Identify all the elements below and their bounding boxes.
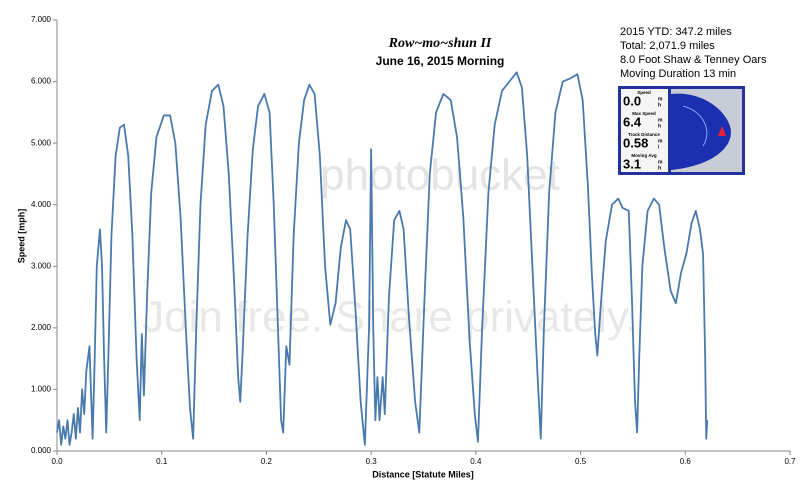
stats-line: 2015 YTD: 347.2 miles [620, 26, 732, 38]
inset-value: 0.0 [623, 93, 641, 108]
inset-value: 0.58 [623, 135, 648, 150]
watermark: photobucket [320, 151, 560, 200]
y-tick-label: 1.000 [31, 385, 52, 394]
inset-label: Track Distance [628, 132, 660, 137]
inset-unit: i [658, 144, 660, 150]
inset-unit: h [658, 165, 661, 171]
y-tick-label: 3.000 [31, 261, 52, 270]
chart-subtitle: June 16, 2015 Morning [376, 54, 505, 68]
y-tick-label: 0.000 [31, 446, 52, 455]
y-axis-label: Speed [mph] [16, 209, 26, 264]
inset-unit: h [658, 123, 661, 129]
inset-unit: h [658, 102, 661, 108]
x-tick-label: 0.5 [575, 457, 587, 466]
x-tick-label: 0.7 [784, 457, 796, 466]
stats-line: 8.0 Foot Shaw & Tenney Oars [620, 54, 767, 66]
stats-line: Moving Duration 13 min [620, 68, 736, 80]
stats-line: Total: 2,071.9 miles [620, 40, 715, 52]
data-line [56, 71, 709, 446]
y-tick-label: 5.000 [31, 138, 52, 147]
inset-unit: m [658, 96, 663, 102]
inset-shore [682, 105, 708, 147]
x-tick-label: 0.6 [680, 457, 692, 466]
inset-label: Max Speed [632, 111, 656, 116]
x-tick-label: 0.1 [156, 457, 168, 466]
inset-value: 3.1 [623, 156, 641, 171]
y-tick-label: 2.000 [31, 323, 52, 332]
y-tick-label: 7.000 [31, 15, 52, 24]
inset-marker [718, 126, 726, 136]
x-tick-label: 0.2 [261, 457, 273, 466]
chart-title: Row~mo~shun II [388, 36, 492, 51]
watermark: Join free. Share privately. [142, 293, 638, 342]
inset-value: 6.4 [623, 114, 642, 129]
y-tick-label: 6.000 [31, 77, 52, 86]
x-tick-label: 0.0 [51, 457, 63, 466]
inset-panel [621, 89, 668, 172]
inset-unit: m [658, 138, 663, 144]
x-tick-label: 0.4 [470, 457, 482, 466]
inset-unit: m [658, 159, 663, 165]
inset-label: Speed [637, 90, 651, 95]
x-tick-label: 0.3 [366, 457, 378, 466]
inset-unit: m [658, 117, 663, 123]
inset-water [671, 93, 731, 170]
y-tick-label: 4.000 [31, 200, 52, 209]
inset-label: Moving Avg [631, 153, 656, 158]
x-axis-label: Distance [Statute Miles] [372, 469, 474, 479]
